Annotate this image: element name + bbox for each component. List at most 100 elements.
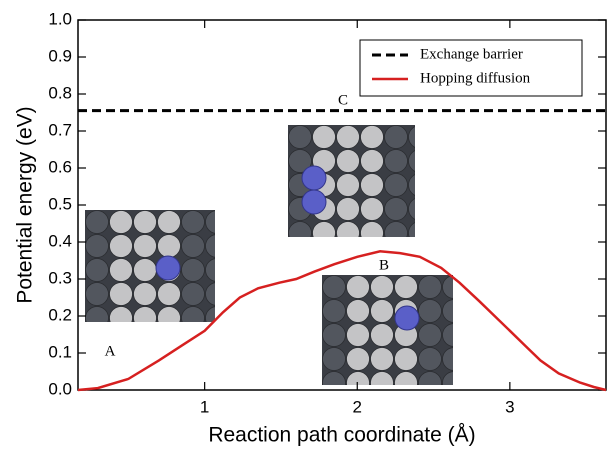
atom (361, 126, 384, 149)
atom (361, 174, 384, 197)
atom (409, 150, 432, 173)
atom (347, 276, 370, 299)
atom (371, 372, 394, 395)
atom (182, 211, 205, 234)
atom (409, 174, 432, 197)
atom (110, 211, 133, 234)
atom (337, 150, 360, 173)
atom (337, 198, 360, 221)
atom (134, 259, 157, 282)
atom (371, 300, 394, 323)
atom (347, 348, 370, 371)
atom (158, 283, 181, 306)
atom (409, 198, 432, 221)
atom (86, 211, 109, 234)
atom (347, 300, 370, 323)
atom (206, 259, 229, 282)
atom (86, 235, 109, 258)
legend-label: Hopping diffusion (420, 70, 531, 86)
atom (289, 126, 312, 149)
atom (409, 222, 432, 245)
y-tick-label: 0.1 (48, 342, 72, 361)
y-tick-label: 0.7 (48, 120, 72, 139)
annotation: C (338, 92, 348, 108)
inset-image (322, 275, 466, 395)
atom (110, 307, 133, 330)
x-tick-label: 2 (353, 397, 362, 416)
atom (347, 324, 370, 347)
atom (409, 126, 432, 149)
atom (395, 276, 418, 299)
atom (419, 300, 442, 323)
atom (289, 222, 312, 245)
atom (443, 300, 466, 323)
atom (385, 198, 408, 221)
atom (182, 235, 205, 258)
atom (347, 372, 370, 395)
atom (443, 348, 466, 371)
atom (206, 211, 229, 234)
y-tick-label: 0.8 (48, 83, 72, 102)
atom (182, 283, 205, 306)
atom (134, 211, 157, 234)
x-tick-label: 3 (505, 397, 514, 416)
atom (419, 372, 442, 395)
x-tick-label: 1 (200, 397, 209, 416)
atom (158, 235, 181, 258)
inset-image (85, 210, 229, 330)
inset-image (288, 125, 432, 245)
atom (323, 276, 346, 299)
atom (337, 174, 360, 197)
atom (361, 198, 384, 221)
adatom (395, 306, 419, 330)
y-tick-label: 0.3 (48, 268, 72, 287)
atom (371, 276, 394, 299)
atom (337, 222, 360, 245)
atom (371, 324, 394, 347)
atom (361, 150, 384, 173)
atom (385, 150, 408, 173)
atom (443, 324, 466, 347)
y-tick-label: 0.4 (48, 231, 72, 250)
atom (323, 348, 346, 371)
atom (134, 307, 157, 330)
atom (206, 283, 229, 306)
atom (337, 126, 360, 149)
atom (419, 324, 442, 347)
atom (158, 307, 181, 330)
atom (323, 300, 346, 323)
atom (86, 283, 109, 306)
atom (395, 372, 418, 395)
y-tick-label: 0.5 (48, 194, 72, 213)
atom (395, 348, 418, 371)
annotation: B (379, 257, 389, 273)
atom (182, 259, 205, 282)
y-axis-label: Potential energy (eV) (14, 106, 37, 303)
page: {"chart_data": {"type": "line", "xlabel"… (0, 0, 608, 450)
atom (86, 307, 109, 330)
y-tick-label: 0.0 (48, 379, 72, 398)
adatom (302, 190, 326, 214)
atom (323, 372, 346, 395)
atom (134, 235, 157, 258)
y-tick-label: 0.2 (48, 305, 72, 324)
legend-label: Exchange barrier (420, 46, 523, 62)
x-axis-label: Reaction path coordinate (Å) (208, 424, 475, 447)
atom (419, 276, 442, 299)
adatom (302, 166, 326, 190)
atom (313, 126, 336, 149)
adatom (156, 256, 180, 280)
atom (206, 235, 229, 258)
atom (134, 283, 157, 306)
atom (182, 307, 205, 330)
atom (385, 222, 408, 245)
atom (371, 348, 394, 371)
annotation: A (105, 343, 116, 359)
atom (385, 126, 408, 149)
y-tick-label: 1.0 (48, 9, 72, 28)
atom (385, 174, 408, 197)
atom (110, 283, 133, 306)
y-tick-label: 0.6 (48, 157, 72, 176)
atom (361, 222, 384, 245)
atom (313, 222, 336, 245)
